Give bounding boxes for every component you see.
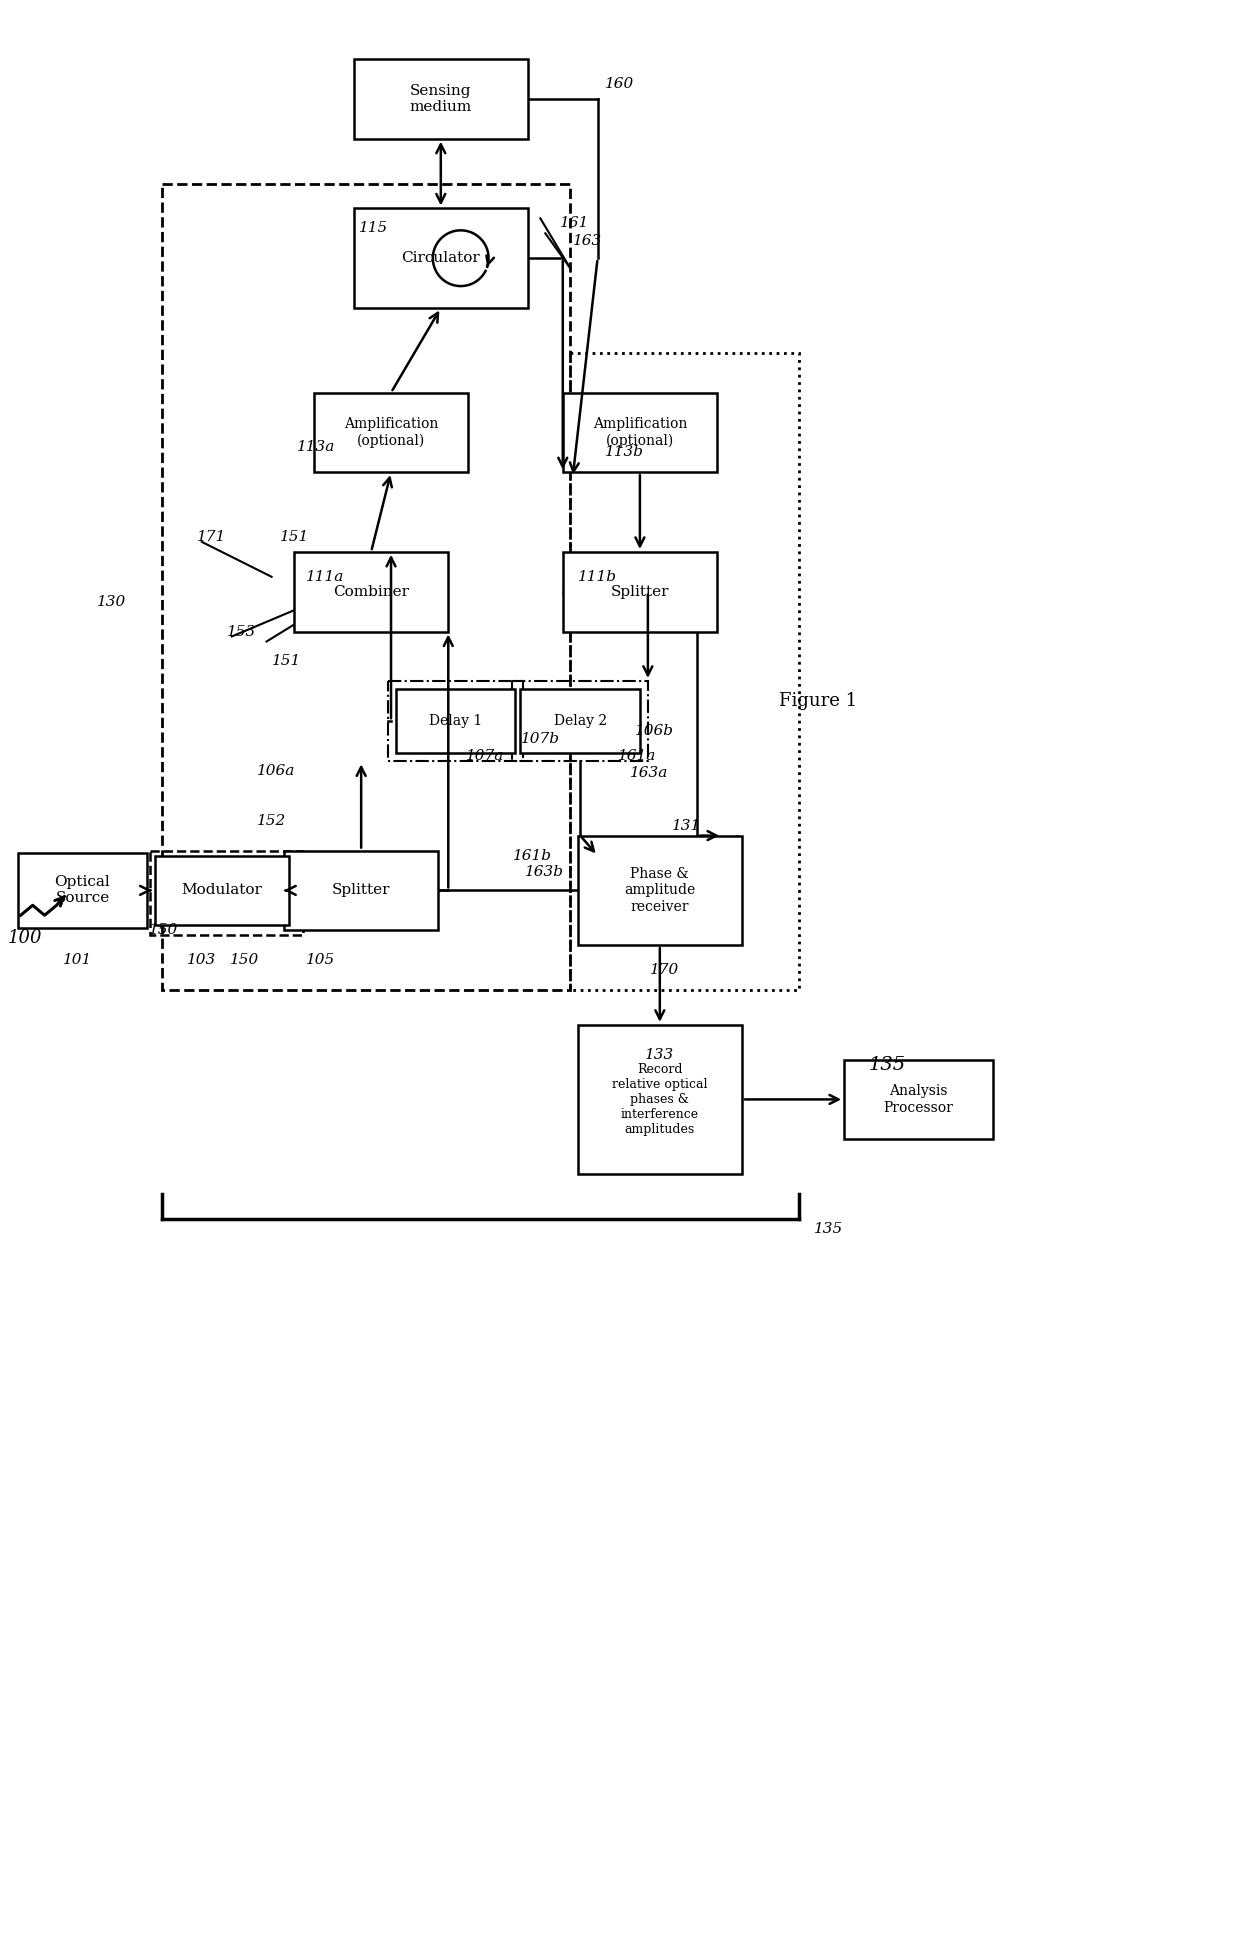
Text: 111a: 111a [306,571,345,584]
Bar [17,852,148,928]
Bar [521,689,640,753]
Text: Delay 2: Delay 2 [553,714,606,728]
Text: 113a: 113a [296,441,335,454]
Text: 161b: 161b [512,848,552,862]
Text: Amplification
(optional): Amplification (optional) [593,417,687,448]
Text: Delay 1: Delay 1 [429,714,482,728]
Text: Optical
Source: Optical Source [55,875,110,905]
Text: Splitter: Splitter [332,883,391,897]
Text: 150: 150 [229,953,259,967]
Text: 107a: 107a [466,749,505,763]
Text: Analysis
Processor: Analysis Processor [884,1085,954,1114]
Text: 100: 100 [7,930,42,947]
Text: 107b: 107b [521,732,559,745]
Bar [396,689,516,753]
Bar [844,1060,993,1139]
Text: 163b: 163b [526,866,564,879]
Text: 161: 161 [560,215,589,231]
Text: 135: 135 [869,1056,906,1073]
Text: Combiner: Combiner [334,584,409,598]
Text: 135: 135 [815,1221,843,1236]
Text: 150: 150 [149,924,179,938]
Bar [314,392,469,472]
Text: 101: 101 [62,953,92,967]
Bar [353,58,528,138]
Text: 153: 153 [227,625,255,639]
Bar [162,184,570,990]
Bar [284,850,438,930]
Text: Record
relative optical
phases &
interference
amplitudes: Record relative optical phases & interfe… [613,1064,708,1135]
Text: Sensing
medium: Sensing medium [409,83,472,115]
Text: Circulator: Circulator [402,250,480,266]
Bar [578,837,742,945]
Bar [563,551,717,631]
Text: 105: 105 [306,953,336,967]
Text: Figure 1: Figure 1 [779,693,857,710]
Text: 133: 133 [645,1048,675,1062]
Text: Splitter: Splitter [610,584,670,598]
Text: 111b: 111b [578,571,618,584]
Text: 152: 152 [257,813,286,827]
Bar [563,392,717,472]
Text: 131: 131 [672,819,701,833]
Bar [150,850,304,936]
Text: 151: 151 [279,530,309,543]
Text: Modulator: Modulator [181,883,262,897]
Bar [294,551,449,631]
Text: 163a: 163a [630,767,668,780]
Bar [155,856,289,926]
Text: 115: 115 [360,221,388,235]
Text: 161a: 161a [618,749,656,763]
Bar [388,681,523,761]
Text: 151: 151 [272,654,301,668]
Text: 106b: 106b [635,724,673,738]
Text: 160: 160 [605,78,635,91]
Text: Phase &
amplitude
receiver: Phase & amplitude receiver [624,868,696,914]
Text: 113b: 113b [605,444,644,460]
Text: 103: 103 [187,953,216,967]
Text: 106a: 106a [257,765,295,778]
Bar [512,681,647,761]
Bar [570,353,800,990]
Bar [578,1025,742,1174]
Text: 171: 171 [197,530,226,543]
Text: Amplification
(optional): Amplification (optional) [343,417,438,448]
Text: 130: 130 [98,594,126,609]
Text: 170: 170 [650,963,680,976]
Text: 163: 163 [573,235,603,248]
Bar [353,208,528,309]
